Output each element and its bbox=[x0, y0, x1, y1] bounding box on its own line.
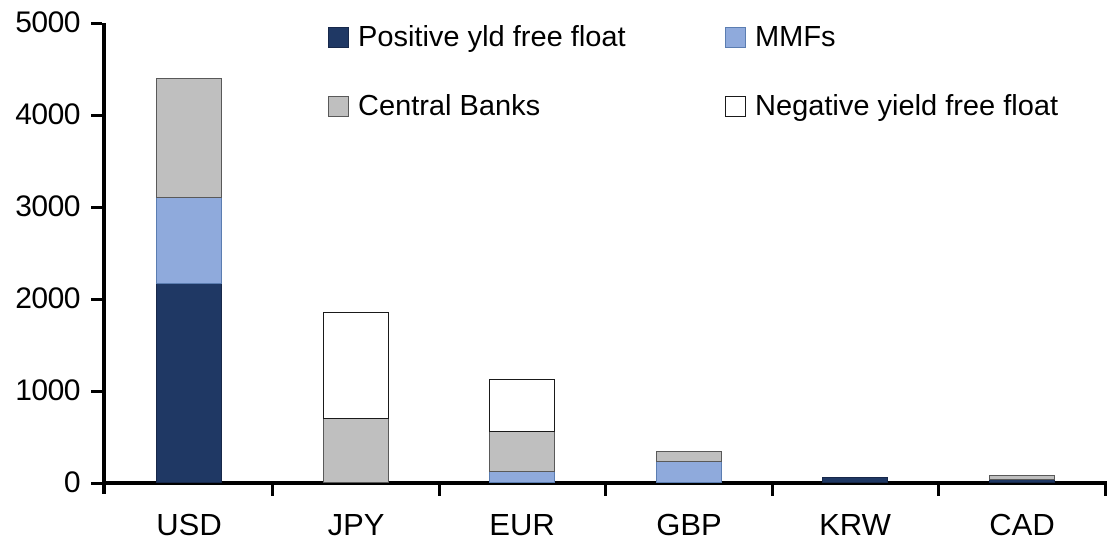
legend-label: MMFs bbox=[755, 21, 836, 53]
legend-label: Negative yield free float bbox=[755, 90, 1059, 122]
x-tick bbox=[604, 485, 607, 496]
y-tick bbox=[91, 482, 102, 485]
y-tick-label: 0 bbox=[63, 466, 81, 499]
bar-segment-cad-central-banks bbox=[989, 475, 1055, 480]
bar-segment-eur-mmfs bbox=[489, 471, 555, 483]
bar-segment-usd-mmfs bbox=[156, 197, 222, 284]
legend-swatch-icon bbox=[328, 96, 349, 117]
y-tick-label: 2000 bbox=[15, 282, 80, 315]
x-tick bbox=[937, 485, 940, 496]
y-tick bbox=[91, 206, 102, 209]
x-tick bbox=[438, 485, 441, 496]
legend-item-central-banks: Central Banks bbox=[328, 92, 540, 121]
x-tick bbox=[771, 485, 774, 496]
y-tick bbox=[91, 22, 102, 25]
x-label-jpy: JPY bbox=[327, 507, 385, 542]
legend-item-positive-yld-free-float: Positive yld free float bbox=[328, 23, 626, 52]
y-tick bbox=[91, 390, 102, 393]
y-tick-label: 4000 bbox=[15, 98, 80, 131]
legend-label: Central Banks bbox=[358, 90, 541, 122]
legend-swatch-icon bbox=[328, 27, 349, 48]
x-tick bbox=[1104, 485, 1107, 496]
bar-segment-gbp-mmfs bbox=[656, 461, 722, 483]
x-label-usd: USD bbox=[156, 507, 222, 542]
bar-segment-krw-positive-yld-free-float bbox=[822, 477, 888, 483]
x-label-krw: KRW bbox=[819, 507, 891, 542]
y-tick bbox=[91, 298, 102, 301]
x-label-gbp: GBP bbox=[656, 507, 722, 542]
x-label-cad: CAD bbox=[989, 507, 1055, 542]
y-tick-label: 1000 bbox=[15, 374, 80, 407]
bar-segment-eur-central-banks bbox=[489, 431, 555, 472]
y-axis-line bbox=[102, 23, 106, 494]
legend-item-negative-yield-free-float: Negative yield free float bbox=[725, 92, 1058, 121]
bar-segment-jpy-negative-yield-free-float bbox=[323, 312, 389, 419]
x-label-eur: EUR bbox=[489, 507, 555, 542]
legend-item-mmfs: MMFs bbox=[725, 23, 836, 52]
legend-swatch-icon bbox=[725, 96, 746, 117]
x-axis-line bbox=[102, 481, 1107, 485]
bar-segment-gbp-central-banks bbox=[656, 451, 722, 462]
bar-segment-usd-positive-yld-free-float bbox=[156, 282, 222, 483]
y-tick bbox=[91, 114, 102, 117]
bar-segment-eur-negative-yield-free-float bbox=[489, 379, 555, 432]
x-tick bbox=[271, 485, 274, 496]
y-tick-label: 3000 bbox=[15, 190, 80, 223]
legend-swatch-icon bbox=[725, 27, 746, 48]
y-tick-label: 5000 bbox=[15, 6, 80, 39]
legend-label: Positive yld free float bbox=[358, 21, 626, 53]
bar-segment-usd-central-banks bbox=[156, 78, 222, 198]
bar-segment-jpy-central-banks bbox=[323, 418, 389, 483]
